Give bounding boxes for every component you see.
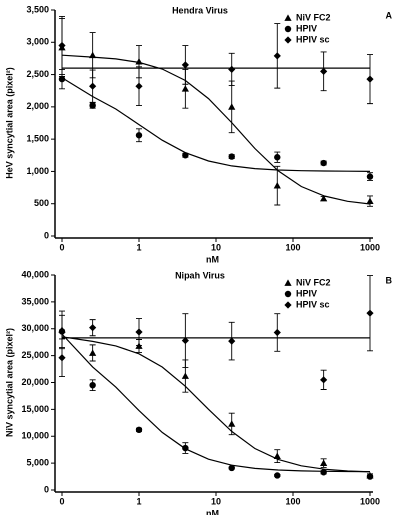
data-point bbox=[181, 61, 189, 69]
data-point bbox=[228, 464, 235, 472]
data-point bbox=[181, 336, 189, 345]
data-point bbox=[366, 473, 374, 480]
data-point bbox=[135, 426, 143, 433]
legend-label: NiV FC2 bbox=[296, 12, 331, 22]
y-tick-label: 1,500 bbox=[26, 134, 49, 144]
y-tick-label: 15,000 bbox=[21, 404, 49, 414]
data-point bbox=[320, 459, 328, 467]
data-point bbox=[274, 154, 281, 161]
x-axis-label: nM bbox=[206, 508, 219, 515]
legend-label: HPIV bbox=[296, 288, 317, 298]
data-point bbox=[58, 328, 66, 335]
x-tick-label: 1000 bbox=[360, 496, 380, 506]
y-tick-label: 3,500 bbox=[26, 4, 49, 14]
data-point bbox=[228, 153, 235, 160]
x-tick-label: 100 bbox=[285, 496, 300, 506]
y-axis-label: HeV syncytial area (pixel²) bbox=[4, 67, 14, 179]
legend-marker bbox=[284, 36, 292, 44]
data-point bbox=[273, 52, 281, 60]
data-point bbox=[181, 372, 189, 379]
data-point bbox=[182, 152, 189, 159]
fit-curve bbox=[61, 333, 371, 473]
data-point bbox=[58, 354, 66, 362]
data-point bbox=[58, 41, 66, 50]
data-point bbox=[182, 444, 189, 452]
y-tick-label: 40,000 bbox=[21, 269, 49, 279]
data-point bbox=[366, 173, 374, 180]
legend-label: NiV FC2 bbox=[296, 277, 331, 287]
x-tick-label: 0 bbox=[59, 242, 64, 252]
fit-curve bbox=[61, 54, 371, 205]
data-point bbox=[89, 82, 97, 90]
legend-label: HPIV bbox=[296, 23, 317, 33]
data-point bbox=[366, 197, 374, 205]
x-tick-label: 0 bbox=[59, 496, 64, 506]
legend-marker bbox=[284, 25, 292, 33]
data-point bbox=[135, 82, 143, 90]
legend-marker bbox=[284, 290, 292, 298]
data-point bbox=[320, 469, 327, 476]
data-point bbox=[366, 75, 374, 83]
y-tick-label: 30,000 bbox=[21, 323, 49, 333]
legend-label: HPIV sc bbox=[296, 34, 330, 44]
data-point bbox=[135, 58, 143, 65]
data-point bbox=[320, 67, 328, 75]
data-point bbox=[320, 159, 327, 167]
x-tick-label: 10 bbox=[211, 496, 221, 506]
y-tick-label: 25,000 bbox=[21, 350, 49, 360]
x-axis-label: nM bbox=[206, 254, 219, 264]
y-tick-label: 3,000 bbox=[26, 37, 49, 47]
legend-marker bbox=[284, 14, 292, 21]
data-point bbox=[228, 65, 236, 74]
data-point bbox=[228, 420, 236, 427]
x-tick-label: 1000 bbox=[360, 242, 380, 252]
data-point bbox=[58, 75, 66, 83]
y-tick-label: 2,000 bbox=[26, 101, 49, 111]
y-tick-label: 0 bbox=[44, 484, 49, 494]
chart-title: Hendra Virus bbox=[172, 5, 228, 15]
data-point bbox=[273, 328, 281, 337]
y-tick-label: 10,000 bbox=[21, 431, 49, 441]
panel-label: B bbox=[386, 275, 393, 285]
legend-label: HPIV sc bbox=[296, 299, 330, 309]
x-tick-label: 1 bbox=[136, 496, 141, 506]
y-tick-label: 35,000 bbox=[21, 296, 49, 306]
data-point bbox=[273, 452, 281, 460]
data-point bbox=[320, 376, 328, 384]
y-tick-label: 0 bbox=[44, 230, 49, 240]
panel-label: A bbox=[386, 10, 393, 20]
y-axis-label: NiV syncytial area (pixel²) bbox=[4, 328, 14, 437]
data-point bbox=[181, 85, 189, 92]
fit-curve bbox=[61, 77, 371, 172]
data-point bbox=[274, 472, 281, 479]
data-point bbox=[135, 132, 143, 139]
data-point bbox=[135, 328, 143, 336]
fit-curve bbox=[61, 336, 371, 473]
data-point bbox=[89, 102, 96, 109]
data-point bbox=[89, 349, 97, 356]
y-tick-label: 500 bbox=[34, 198, 49, 208]
data-point bbox=[320, 194, 328, 202]
y-tick-label: 20,000 bbox=[21, 377, 49, 387]
data-point bbox=[228, 337, 236, 345]
data-point bbox=[89, 51, 97, 59]
legend-marker bbox=[284, 279, 292, 286]
y-tick-label: 5,000 bbox=[26, 458, 49, 468]
y-tick-label: 1,000 bbox=[26, 166, 49, 176]
y-tick-label: 2,500 bbox=[26, 69, 49, 79]
data-point bbox=[273, 182, 281, 189]
x-tick-label: 1 bbox=[136, 242, 141, 252]
chart-title: Nipah Virus bbox=[175, 270, 225, 280]
data-point bbox=[366, 309, 374, 317]
x-tick-label: 100 bbox=[285, 242, 300, 252]
data-point bbox=[228, 103, 236, 110]
data-point bbox=[89, 324, 97, 332]
data-point bbox=[89, 381, 96, 389]
x-tick-label: 10 bbox=[211, 242, 221, 252]
legend-marker bbox=[284, 301, 292, 309]
